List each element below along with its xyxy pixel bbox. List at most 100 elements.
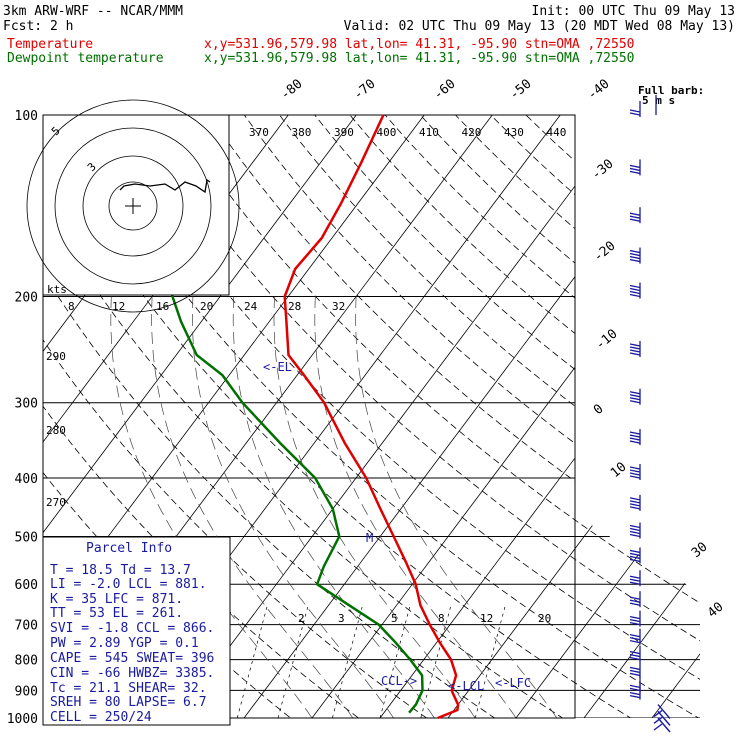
isotherm-label: -40 [585,76,613,103]
wind-barb [653,710,671,726]
parcel-row: CELL = 250/24 [50,710,152,725]
isotherm [447,115,700,718]
dry-adiabat [173,115,700,718]
mixing-ratio-line [420,605,452,718]
parcel-row: T = 18.5 Td = 13.7 [50,563,191,578]
isotherm-label: 10 [608,460,630,482]
isotherm-label: 0 [591,402,607,419]
wind-barb [629,282,641,299]
isotherm-label: -50 [507,76,535,103]
temperature-line [283,114,460,720]
hodograph-ring [26,99,240,313]
wind-barb [629,676,641,693]
dry-adiabat [314,115,700,718]
wind-barb [629,159,641,176]
init-time: Init: 00 UTC Thu 09 May 13 [532,4,736,19]
legend-temperature-info: x,y=531.96,579.98 lat,lon= 41.31, -95.90… [204,37,634,52]
parcel-row: SVI = -1.8 CCL = 866. [50,621,214,636]
ccl-marker: CCL-> [381,674,417,688]
legend-dewpoint-info: x,y=531.96,579.98 lat,lon= 41.31, -95.90… [204,51,634,66]
isotherm [175,115,629,718]
moist-adiabat [151,296,354,718]
theta-top-label: 400 [377,126,397,139]
forecast-hour: Fcst: 2 h [3,19,73,34]
dry-adiabat [43,115,583,718]
wind-barb [629,522,641,539]
legend-dewpoint: Dewpoint temperature [7,51,164,66]
mixing-ratio-label: 5 [391,612,398,625]
pressure-tick-label: 900 [15,684,38,699]
isotherm-label: 40 [705,600,727,622]
parcel-row: PW = 2.89 YGP = 0.1 [50,636,199,651]
theta-top-label: 380 [292,126,312,139]
mixing-ratio-label: 2 [298,612,305,625]
isotherm-label: -20 [591,238,619,265]
legend-temperature: Temperature [7,37,93,52]
pressure-tick-label: 400 [15,472,38,487]
isotherm [651,115,700,718]
theta-top-label: 420 [462,126,482,139]
mixing-ratio-label: 12 [480,612,493,625]
parcel-info-title: Parcel Info [86,541,172,556]
plot-frame [42,114,576,719]
mixing-ratio-line [379,605,411,718]
isotherm [515,115,700,718]
valid-time: Valid: 02 UTC Thu 09 May 13 (20 MDT Wed … [344,19,735,34]
speed-scale-label: 8 [68,300,75,313]
pressure-tick-label: 1000 [7,712,38,727]
lfc-marker: <-LFC [495,676,531,690]
parcel-row: CAPE = 545 SWEAT= 396 [50,651,214,666]
theta-label: 290 [46,350,66,363]
m-marker: M [366,531,373,545]
moist-adiabat [232,296,435,718]
isotherm-label: -70 [351,76,379,103]
theta-top-label: 410 [419,126,439,139]
theta-top-label: 430 [504,126,524,139]
parcel-row: TT = 53 EL = 261. [50,606,183,621]
wind-barb [629,547,641,564]
barb-key-title: Full barb: [638,84,704,97]
wind-barb [629,628,641,645]
pressure-tick-label: 800 [15,654,38,669]
mixing-ratio-line [277,605,309,718]
dry-adiabat [349,115,700,718]
pressure-tick-label: 700 [15,619,38,634]
hodograph-ring [82,155,184,257]
dry-adiabat [43,115,514,718]
hodograph-trace [119,178,211,194]
wind-barb [629,661,641,678]
wind-barb [653,704,671,720]
pressure-tick-label: 500 [15,530,38,545]
moist-adiabat [355,296,558,718]
pressure-tick-label: 100 [15,109,38,124]
isotherm [311,115,700,718]
isotherm-label: -60 [431,76,459,103]
theta-label: 280 [46,424,66,437]
isotherm-label: -30 [589,156,617,183]
wind-barb [629,610,641,627]
speed-scale-label: 32 [332,300,345,313]
wind-barb [629,101,641,117]
dry-adiabat [490,115,700,718]
wind-barb [629,340,641,357]
dry-adiabat [103,115,700,718]
dry-adiabat [138,115,700,718]
mixing-ratio-line [332,605,363,718]
parcel-row: SREH = 80 LAPSE= 6.7 [50,695,207,710]
pressure-tick-label: 600 [15,578,38,593]
moist-adiabat [273,296,476,718]
mixing-ratio-line [236,605,268,718]
speed-scale-label: 12 [112,300,125,313]
moist-adiabat [314,296,517,718]
lcl-marker: <-LCL [448,679,484,693]
speed-scale-label: 24 [244,300,258,313]
theta-top-label: 440 [547,126,567,139]
wind-barb [629,645,641,662]
pressure-tick-label: 300 [15,397,38,412]
isotherm-label: -80 [278,76,306,103]
mixing-ratio-line [474,605,506,718]
dry-adiabat [243,115,700,718]
theta-top-label: 370 [249,126,269,139]
theta-top-label: 390 [334,126,354,139]
wind-barb [629,247,641,264]
